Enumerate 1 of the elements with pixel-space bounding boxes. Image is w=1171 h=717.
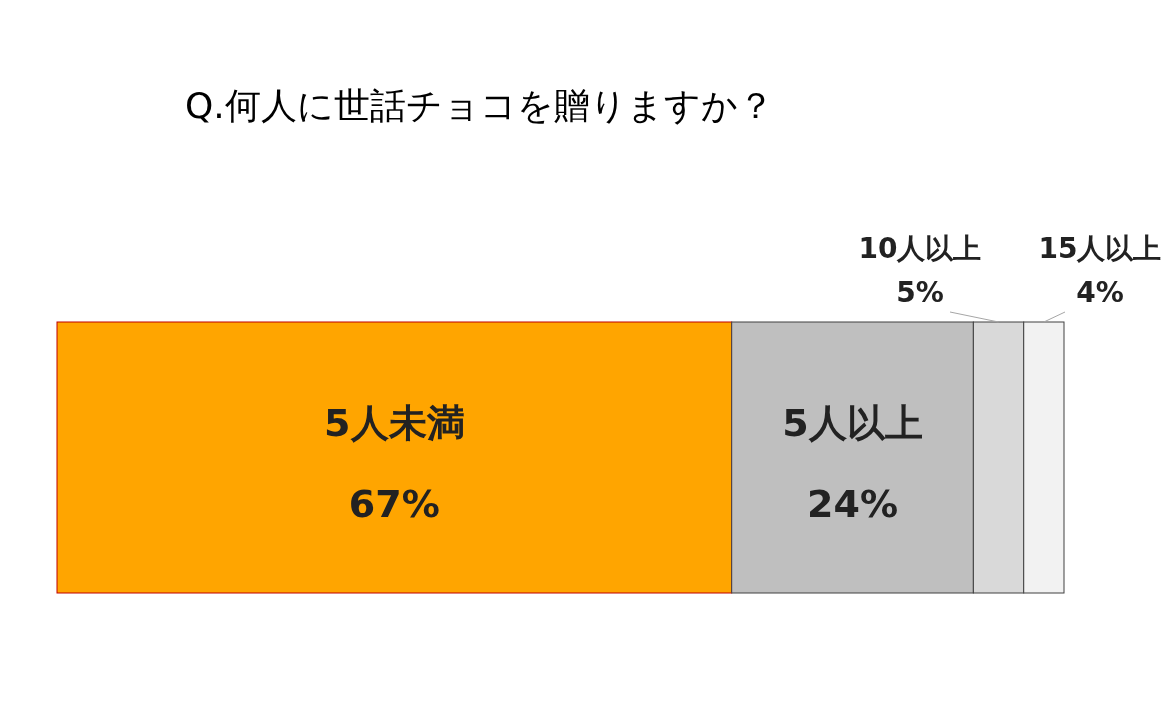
title: Q.何人に世話チョコを贈りますか？ xyxy=(185,85,774,126)
